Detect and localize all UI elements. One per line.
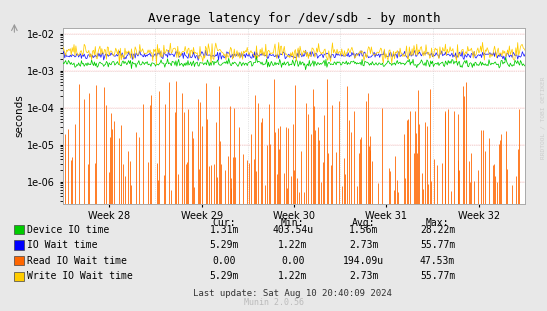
Text: 1.22m: 1.22m <box>278 240 307 250</box>
Text: 1.22m: 1.22m <box>278 271 307 281</box>
Text: Write IO Wait time: Write IO Wait time <box>27 271 133 281</box>
Text: Munin 2.0.56: Munin 2.0.56 <box>243 298 304 307</box>
Text: 1.31m: 1.31m <box>210 225 239 234</box>
Text: 194.09u: 194.09u <box>343 256 385 266</box>
Text: 403.54u: 403.54u <box>272 225 313 234</box>
Text: 5.29m: 5.29m <box>210 271 239 281</box>
Text: 5.29m: 5.29m <box>210 240 239 250</box>
Text: IO Wait time: IO Wait time <box>27 240 98 250</box>
Text: Cur:: Cur: <box>213 218 236 228</box>
Text: 28.22m: 28.22m <box>420 225 455 234</box>
Text: 1.56m: 1.56m <box>349 225 379 234</box>
Text: 0.00: 0.00 <box>213 256 236 266</box>
Text: 55.77m: 55.77m <box>420 271 455 281</box>
Text: RRDTOOL / TOBI OETIKER: RRDTOOL / TOBI OETIKER <box>541 77 546 160</box>
Text: 2.73m: 2.73m <box>349 271 379 281</box>
Text: 55.77m: 55.77m <box>420 240 455 250</box>
Text: Avg:: Avg: <box>352 218 375 228</box>
Title: Average latency for /dev/sdb - by month: Average latency for /dev/sdb - by month <box>148 12 440 26</box>
Text: 47.53m: 47.53m <box>420 256 455 266</box>
Text: 0.00: 0.00 <box>281 256 304 266</box>
Text: 2.73m: 2.73m <box>349 240 379 250</box>
Text: Max:: Max: <box>426 218 449 228</box>
Y-axis label: seconds: seconds <box>14 95 25 137</box>
Text: Last update: Sat Aug 10 20:40:09 2024: Last update: Sat Aug 10 20:40:09 2024 <box>193 290 392 298</box>
Text: Min:: Min: <box>281 218 304 228</box>
Text: Read IO Wait time: Read IO Wait time <box>27 256 127 266</box>
Text: Device IO time: Device IO time <box>27 225 109 234</box>
